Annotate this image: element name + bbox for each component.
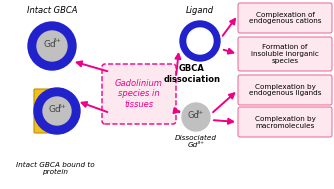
- Circle shape: [182, 103, 210, 131]
- Text: Gd: Gd: [43, 40, 56, 49]
- Text: Intact GBCA: Intact GBCA: [27, 6, 77, 15]
- FancyBboxPatch shape: [34, 89, 64, 133]
- Text: Gd: Gd: [48, 105, 61, 114]
- Circle shape: [180, 21, 220, 61]
- FancyBboxPatch shape: [238, 37, 332, 71]
- Circle shape: [28, 22, 76, 70]
- FancyBboxPatch shape: [238, 75, 332, 105]
- Text: Complexation by
endogenous ligands: Complexation by endogenous ligands: [249, 84, 321, 97]
- Circle shape: [37, 31, 67, 61]
- Text: Dissociated
Gd³⁺: Dissociated Gd³⁺: [175, 135, 217, 148]
- Circle shape: [187, 28, 213, 54]
- Circle shape: [43, 97, 71, 125]
- Text: Intact GBCA bound to
protein: Intact GBCA bound to protein: [16, 162, 94, 175]
- Text: Complexation of
endogenous cations: Complexation of endogenous cations: [249, 12, 321, 25]
- Text: Gd: Gd: [188, 111, 199, 120]
- Text: 3+: 3+: [57, 104, 66, 108]
- Text: GBCA
dissociation: GBCA dissociation: [164, 64, 220, 84]
- Text: Ligand: Ligand: [186, 6, 214, 15]
- FancyBboxPatch shape: [102, 64, 176, 124]
- Circle shape: [34, 88, 80, 134]
- Text: 3+: 3+: [195, 109, 204, 115]
- FancyBboxPatch shape: [238, 3, 332, 33]
- Text: Complexation by
macromolecules: Complexation by macromolecules: [255, 115, 315, 129]
- Text: 3+: 3+: [52, 39, 61, 43]
- FancyBboxPatch shape: [238, 107, 332, 137]
- Text: Gadolinium
species in
tissues: Gadolinium species in tissues: [115, 79, 163, 109]
- Text: Protein: Protein: [44, 95, 53, 127]
- Text: Formation of
insoluble inorganic
species: Formation of insoluble inorganic species: [251, 44, 319, 64]
